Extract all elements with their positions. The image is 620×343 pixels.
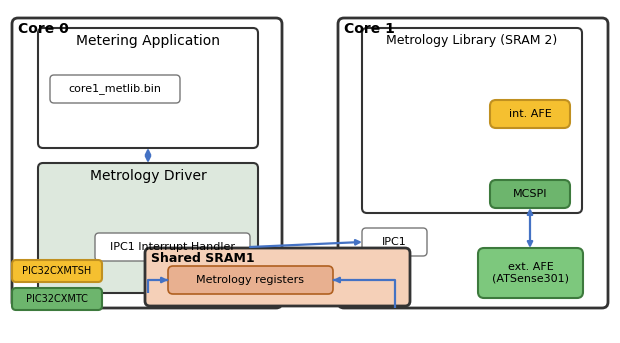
FancyBboxPatch shape xyxy=(490,180,570,208)
FancyBboxPatch shape xyxy=(95,233,250,261)
FancyBboxPatch shape xyxy=(338,18,608,308)
Text: IPC1: IPC1 xyxy=(382,237,407,247)
FancyBboxPatch shape xyxy=(12,18,282,308)
Text: PIC32CXMTC: PIC32CXMTC xyxy=(26,294,88,304)
FancyBboxPatch shape xyxy=(490,100,570,128)
FancyBboxPatch shape xyxy=(38,28,258,148)
FancyBboxPatch shape xyxy=(145,248,410,306)
Text: core1_metlib.bin: core1_metlib.bin xyxy=(68,84,161,94)
FancyBboxPatch shape xyxy=(12,260,102,282)
FancyBboxPatch shape xyxy=(38,163,258,293)
Text: IPC1 Interrupt Handler: IPC1 Interrupt Handler xyxy=(110,242,235,252)
Text: ext. AFE
(ATSense301): ext. AFE (ATSense301) xyxy=(492,262,569,284)
FancyBboxPatch shape xyxy=(362,28,582,213)
FancyBboxPatch shape xyxy=(478,248,583,298)
FancyBboxPatch shape xyxy=(12,288,102,310)
Text: PIC32CXMTSH: PIC32CXMTSH xyxy=(22,266,92,276)
Text: Metrology Library (SRAM 2): Metrology Library (SRAM 2) xyxy=(386,34,557,47)
FancyBboxPatch shape xyxy=(168,266,333,294)
Text: Shared SRAM1: Shared SRAM1 xyxy=(151,252,255,265)
Text: Core 0: Core 0 xyxy=(18,22,69,36)
Text: Metering Application: Metering Application xyxy=(76,34,220,48)
Text: Metrology Driver: Metrology Driver xyxy=(90,169,206,183)
Text: MCSPI: MCSPI xyxy=(513,189,547,199)
Text: Core 1: Core 1 xyxy=(344,22,395,36)
FancyBboxPatch shape xyxy=(50,75,180,103)
FancyBboxPatch shape xyxy=(362,228,427,256)
Text: int. AFE: int. AFE xyxy=(508,109,551,119)
Text: Metrology registers: Metrology registers xyxy=(197,275,304,285)
